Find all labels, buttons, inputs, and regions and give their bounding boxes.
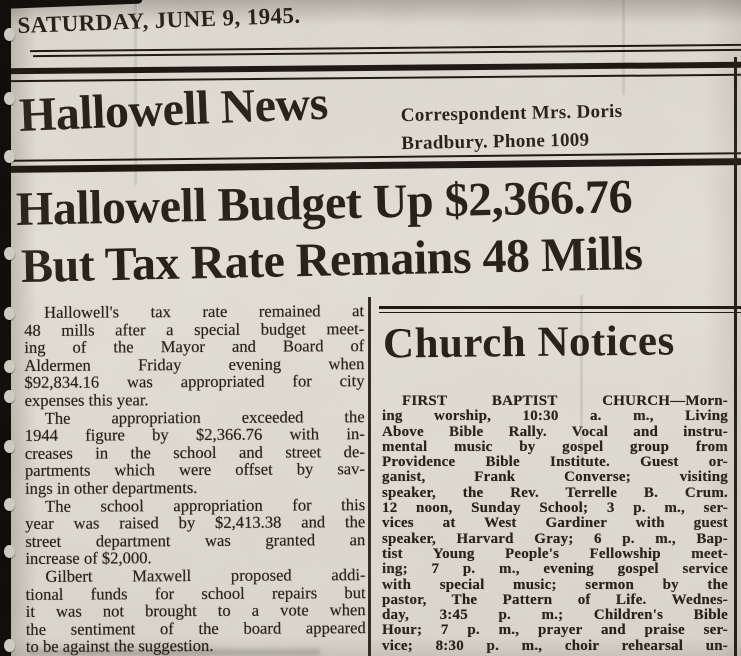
correspondent-line2: Bradbury. Phone 1009 [401,129,590,155]
text-line: vices at West Gardiner with guest [382,515,728,532]
text-line: Above Bible Rally. Vocal and instru- [382,423,728,440]
section-rule-thin [379,312,741,314]
text-line: Hour; 7 p. m., prayer and praise ser- [382,622,728,639]
text-line: with special music; sermon by the [382,576,728,593]
text-line: pastor, The Pattern of Life. Wednes- [382,591,728,608]
divider-rule-thin [0,73,741,83]
column-divider-rule [368,297,371,656]
binding-hole [4,247,15,260]
text-line: Providence Bible Institute. Guest or- [382,454,728,471]
text-line: street department was granted an [25,529,366,551]
text-line: ing; 7 p. m., evening gospel service [382,561,728,578]
church-notices-heading: Church Notices [382,317,675,368]
binding-hole [4,498,15,511]
text-line: day, 3:45 p. m.; Children's Bible [382,607,728,624]
scan-edge-top [0,0,143,9]
text-line: tist Young People's Fellowship meet- [382,545,728,562]
text-line: FIRST BAPTIST CHURCH—Morn- [402,393,728,409]
paragraph: The school appropriation for this year wa… [25,495,366,569]
headline-line2: But Tax Rate Remains 48 Mills [20,226,643,293]
text-line: 12 noon, Sunday School; 3 p. m., ser- [382,500,728,517]
binding-hole [4,307,15,320]
church-notices-body: FIRST BAPTIST CHURCH—Morn-ing worship, 1… [382,393,728,654]
text-line: speaker, Harvard Gray; 6 p. m., Bap- [382,530,728,547]
binding-hole [4,28,15,41]
text-line: ganist, Frank Converse; visiting [382,469,728,486]
divider-rule-thick [0,61,741,75]
text-line: mental music by gospel group from [382,438,728,455]
article-body: Hallowell's tax rate remained at 48 mills… [24,301,366,656]
text-line: partments which were offset by sav- [24,459,365,481]
binding-hole [4,545,15,558]
binding-hole [4,639,15,652]
text-line: speaker, the Rev. Terrelle B. Crum. [382,484,728,501]
text-line: to be against the suggestion. [25,636,214,656]
paragraph: Hallowell's tax rate remained at 48 mills… [24,301,365,410]
binding-hole [4,360,15,373]
binding-hole [4,150,15,163]
paragraph: Gilbert Maxwell proposed addi-tional fun… [25,565,366,656]
binding-hole [4,390,15,403]
binding-hole [4,440,15,453]
headline-line1: Hallowell Budget Up $2,366.76 [15,170,633,236]
text-line: $92,834.16 was appropriated for city [24,371,365,393]
date-line: SATURDAY, JUNE 9, 1945. [17,2,301,38]
text-line: vice; 8:30 p. m., choir rehearsal un- [382,637,728,654]
binding-hole [4,92,15,105]
correspondent-info: Correspondent Mrs. Doris Bradbury. Phone… [400,98,623,158]
correspondent-line1: Correspondent Mrs. Doris [400,100,623,127]
right-edge-rule [734,57,737,656]
binding-edge [0,0,15,656]
text-line: ing worship, 10:30 a. m., Living [382,408,728,425]
paper-crease [622,0,625,95]
paragraph: The appropriation exceeded the 1944 figur… [24,407,365,498]
section-rule-thick [379,306,741,309]
text-line: the sentiment of the board appeared [25,617,366,639]
masthead-title: Hallowell News [17,76,329,142]
